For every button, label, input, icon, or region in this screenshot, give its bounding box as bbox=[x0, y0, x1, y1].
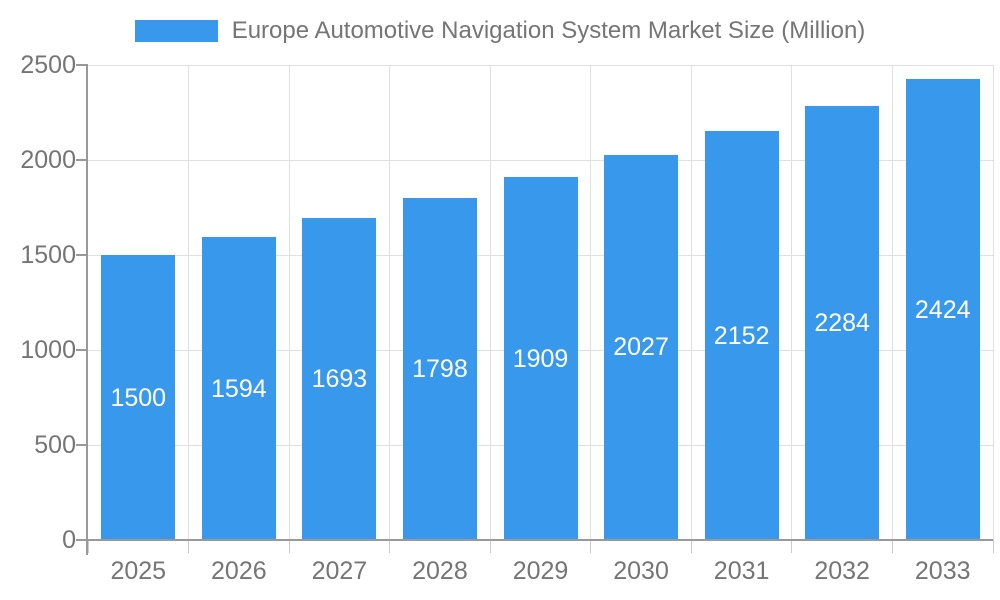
x-axis-tick bbox=[288, 540, 290, 553]
gridline-v bbox=[992, 65, 994, 540]
x-axis-tick bbox=[188, 540, 190, 553]
legend-swatch bbox=[134, 20, 218, 42]
y-tick-label: 500 bbox=[34, 431, 76, 459]
x-tick-label: 2029 bbox=[512, 557, 569, 585]
x-tick-label: 2025 bbox=[110, 557, 167, 585]
gridline-v bbox=[288, 65, 290, 540]
gridline-v bbox=[489, 65, 491, 540]
bar-value-label: 1798 bbox=[412, 355, 468, 384]
x-axis-tick bbox=[590, 540, 592, 553]
bar-value-label: 1693 bbox=[311, 365, 368, 394]
x-tick-label: 2032 bbox=[814, 557, 870, 585]
x-tick-label: 2026 bbox=[211, 557, 267, 585]
bar bbox=[805, 106, 880, 539]
bar-value-label: 1594 bbox=[211, 374, 267, 403]
gridline-v bbox=[791, 65, 793, 540]
x-tick-label: 2033 bbox=[914, 557, 971, 585]
y-axis-line bbox=[86, 65, 88, 555]
bar-value-label: 2424 bbox=[914, 295, 971, 324]
bar bbox=[402, 198, 477, 539]
bar-value-label: 1909 bbox=[512, 344, 569, 373]
bar bbox=[604, 154, 679, 539]
gridline-v bbox=[389, 65, 391, 540]
x-tick-label: 2028 bbox=[412, 557, 468, 585]
x-axis-tick bbox=[87, 540, 89, 553]
y-tick-label: 1500 bbox=[20, 241, 76, 269]
bar-value-label: 2284 bbox=[814, 309, 870, 338]
gridline-h bbox=[88, 159, 993, 161]
bar bbox=[201, 237, 276, 539]
x-tick-label: 2031 bbox=[713, 557, 770, 585]
bar bbox=[101, 255, 176, 539]
y-axis-tick bbox=[76, 159, 88, 161]
bar-value-label: 1500 bbox=[110, 383, 167, 412]
x-axis-tick bbox=[389, 540, 391, 553]
gridline-v bbox=[590, 65, 592, 540]
y-tick-label: 1000 bbox=[20, 336, 76, 364]
gridline-v bbox=[188, 65, 190, 540]
y-axis-tick bbox=[76, 349, 88, 351]
x-axis-tick bbox=[992, 540, 994, 553]
x-tick-label: 2030 bbox=[613, 557, 669, 585]
chart-legend[interactable]: Europe Automotive Navigation System Mark… bbox=[0, 16, 1000, 46]
y-tick-label: 2000 bbox=[20, 146, 76, 174]
x-axis-tick bbox=[690, 540, 692, 553]
bar-value-label: 2152 bbox=[713, 321, 770, 350]
bar bbox=[905, 79, 980, 539]
bar-value-label: 2027 bbox=[613, 333, 669, 362]
x-axis-tick bbox=[891, 540, 893, 553]
x-axis-tick bbox=[489, 540, 491, 553]
x-tick-label: 2027 bbox=[311, 557, 368, 585]
y-axis-tick bbox=[76, 539, 88, 541]
bar bbox=[704, 131, 779, 539]
y-tick-label: 0 bbox=[62, 526, 76, 554]
bar bbox=[503, 177, 578, 539]
x-axis-tick bbox=[791, 540, 793, 553]
y-axis-tick bbox=[76, 64, 88, 66]
bar bbox=[302, 218, 377, 539]
y-axis-tick bbox=[76, 444, 88, 446]
legend-label: Europe Automotive Navigation System Mark… bbox=[231, 17, 866, 44]
gridline-h bbox=[88, 64, 993, 66]
gridline-v bbox=[891, 65, 893, 540]
y-tick-label: 2500 bbox=[20, 51, 76, 79]
y-axis-tick bbox=[76, 254, 88, 256]
x-axis-line bbox=[86, 539, 993, 541]
gridline-v bbox=[690, 65, 692, 540]
